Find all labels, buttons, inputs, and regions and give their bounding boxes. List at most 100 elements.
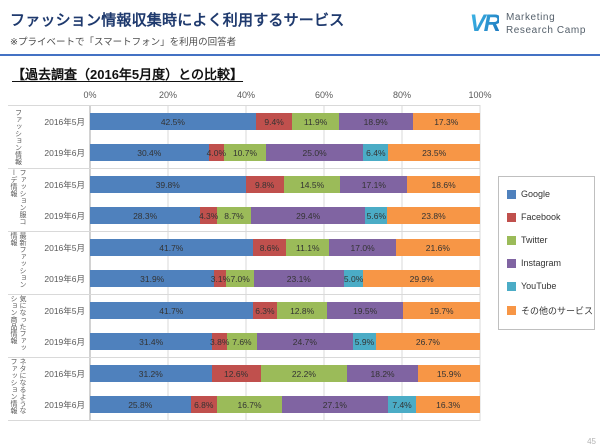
bar-value-label: 11.1% <box>296 242 320 253</box>
row-label: 2016年5月 <box>44 368 85 379</box>
bar-segment-google: 41.7% <box>90 302 253 319</box>
bar-value-label: 22.2% <box>291 368 316 379</box>
bar-value-label: 17.1% <box>361 179 386 190</box>
group-rows: 2016年5月 41.7% 6.3% 12.8% 19.5% 19.7% 2019年6月 31… <box>28 295 480 357</box>
bar-value-label: 8.7% <box>224 210 244 221</box>
bar-value-label: 23.8% <box>421 210 446 221</box>
bar-track: 31.2% 12.6% 22.2% 18.2% 15.9% <box>90 365 480 382</box>
bar-segment-instagram: 29.4% <box>250 207 366 224</box>
plot-body: ファッション情報 2016年5月 42.5% 9.4% 11.9% 18.9% 17.3% 2… <box>8 105 481 421</box>
bar-value-label: 6.3% <box>255 305 275 316</box>
bar-value-label: 23.1% <box>286 273 311 284</box>
axis-tick-label: 80% <box>392 90 412 100</box>
bar-value-label: 24.7% <box>292 336 317 347</box>
legend-item-twitter: Twitter <box>507 235 586 245</box>
logo-text-line2: Research Camp <box>505 25 586 36</box>
bar-value-label: 29.9% <box>409 273 434 284</box>
bar-segment-other-services: 16.3% <box>416 396 480 413</box>
bar-track: 30.4% 4.0% 10.7% 25.0% 6.4% 23.5% <box>90 144 480 161</box>
bar-segment-google: 39.8% <box>90 176 246 193</box>
bar-segment-instagram: 27.1% <box>282 396 388 413</box>
x-axis: 0% 20% 40% 60% 80% 100% <box>83 90 491 105</box>
bar-value-label: 18.6% <box>431 179 456 190</box>
logo-text: Marketing Research Camp <box>506 11 586 37</box>
gridline <box>245 105 247 421</box>
bar-value-label: 7.4% <box>392 399 412 410</box>
bar-value-label: 19.5% <box>353 305 378 316</box>
bar-segment-facebook: 12.6% <box>211 365 261 382</box>
bar-value-label: 19.7% <box>429 305 454 316</box>
legend-swatch-facebook <box>507 212 516 222</box>
gridline <box>89 105 91 421</box>
legend-swatch-other-services <box>507 306 516 315</box>
bar-value-label: 7.0% <box>230 273 250 284</box>
row-label: 2016年5月 <box>44 305 85 316</box>
bar-value-label: 7.6% <box>232 336 252 347</box>
bar-value-label: 41.7% <box>159 305 184 316</box>
bar-segment-youtube: 5.9% <box>352 333 376 350</box>
bar-segment-instagram: 23.1% <box>253 270 344 287</box>
bar-track: 39.8% 9.8% 14.5% 17.1% 18.6% <box>90 176 480 193</box>
bar-value-label: 39.8% <box>155 179 180 190</box>
axis-tick-label: 60% <box>314 90 334 100</box>
bar-value-label: 31.4% <box>139 336 164 347</box>
category-label: ファッション情報 <box>14 109 22 165</box>
bar-value-label: 5.0% <box>343 273 364 284</box>
axis-tick-label: 0% <box>83 90 97 100</box>
axis-tick-label: 40% <box>236 90 256 100</box>
bar-segment-facebook: 6.8% <box>190 396 217 413</box>
bar-value-label: 23.5% <box>422 147 447 158</box>
bar-value-label: 16.7% <box>237 399 262 410</box>
legend-label: Facebook <box>521 212 561 222</box>
bar-segment-google: 30.4% <box>90 144 209 161</box>
bar-value-label: 30.4% <box>137 147 162 158</box>
logo-mark-icon: VR <box>469 10 501 37</box>
bar-segment-youtube: 6.4% <box>363 144 389 161</box>
bar-value-label: 5.9% <box>354 336 375 347</box>
bar-value-label: 42.5% <box>160 116 185 127</box>
bar-row: 2016年5月 41.7% 6.3% 12.8% 19.5% 19.7% <box>28 295 480 326</box>
bar-value-label: 6.4% <box>366 147 386 158</box>
bar-track: 42.5% 9.4% 11.9% 18.9% 17.3% <box>90 113 480 130</box>
bar-value-label: 12.8% <box>290 305 315 316</box>
bar-segment-instagram: 18.2% <box>347 365 419 382</box>
row-label: 2019年6月 <box>44 399 85 410</box>
bar-segment-facebook: 3.8% <box>210 333 229 350</box>
legend-swatch-youtube <box>507 281 516 291</box>
category-label: 最新ファッション情報 <box>10 232 26 288</box>
row-label: 2019年6月 <box>44 147 85 158</box>
bar-segment-other-services: 21.6% <box>395 239 480 256</box>
bar-track: 41.7% 6.3% 12.8% 19.5% 19.7% <box>90 302 480 319</box>
page-number: 45 <box>587 437 596 446</box>
bar-segment-facebook: 9.8% <box>245 176 284 193</box>
legend: Google Facebook Twitter Instagram YouTube その他… <box>498 176 595 330</box>
stacked-bar-chart: 0% 20% 40% 60% 80% 100% ファッション情報 2016年5月 42.5% 9… <box>8 90 492 421</box>
logo-text-line1: Marketing <box>505 12 556 23</box>
legend-swatch-twitter <box>507 235 516 245</box>
bar-segment-other-services: 19.7% <box>403 302 480 319</box>
legend-item-facebook: Facebook <box>507 212 586 222</box>
plot-rows: ファッション情報 2016年5月 42.5% 9.4% 11.9% 18.9% 17.3% 2… <box>8 105 480 421</box>
bar-segment-twitter: 16.7% <box>217 396 283 413</box>
bar-row: 2019年6月 25.8% 6.8% 16.7% 27.1% 7.4% 16.3% <box>28 389 480 420</box>
legend-item-youtube: YouTube <box>507 281 586 291</box>
legend-item-google: Google <box>507 189 586 199</box>
page-title: ファッション情報収集時によく利用するサービス <box>10 12 345 29</box>
bar-segment-other-services: 15.9% <box>418 365 480 382</box>
group-rows: 2016年5月 39.8% 9.8% 14.5% 17.1% 18.6% 2019年6月 28… <box>28 169 480 231</box>
bar-segment-twitter: 8.7% <box>217 207 251 224</box>
bar-value-label: 28.3% <box>133 210 158 221</box>
bar-segment-instagram: 17.1% <box>340 176 408 193</box>
bar-segment-facebook: 8.6% <box>252 239 287 256</box>
bar-value-label: 4.0% <box>206 147 227 158</box>
bar-segment-instagram: 18.9% <box>338 113 413 130</box>
bar-segment-twitter: 7.0% <box>226 270 254 287</box>
group-rows: 2016年5月 41.7% 8.6% 11.1% 17.0% 21.6% 2019年6月 31… <box>28 232 480 294</box>
bar-value-label: 14.5% <box>300 179 325 190</box>
bar-value-label: 11.9% <box>303 116 328 127</box>
bar-value-label: 6.8% <box>194 399 214 410</box>
bar-segment-twitter: 11.1% <box>286 239 330 256</box>
bar-segment-twitter: 7.6% <box>227 333 257 350</box>
page-subtitle: ※プライベートで「スマートフォン」を利用の回答者 <box>10 37 237 48</box>
